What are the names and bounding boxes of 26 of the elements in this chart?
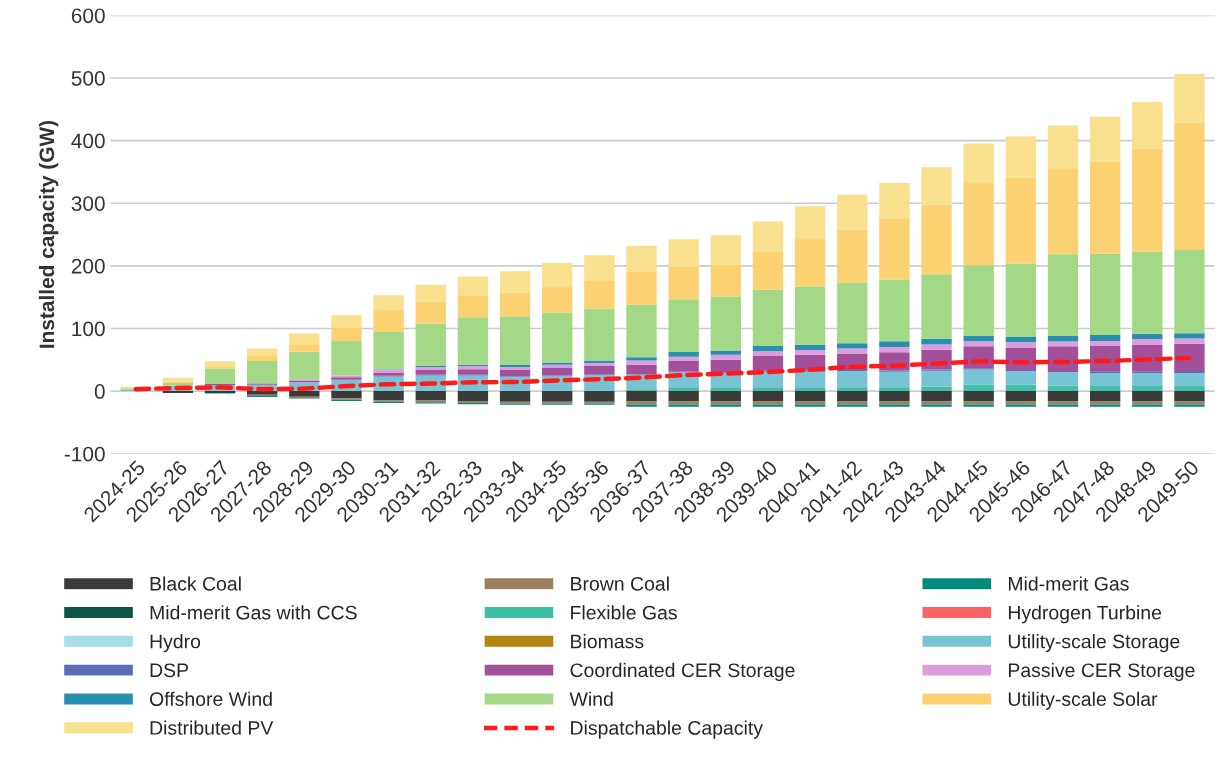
legend-label: Hydro — [150, 634, 201, 653]
legend-label: DSP — [150, 663, 189, 678]
y-tick-label: 300 — [71, 196, 105, 211]
legend-label: Biomass — [571, 634, 644, 649]
y-tick-label: 200 — [71, 258, 105, 274]
legend-label: Black Coal — [150, 576, 241, 591]
legend-label: Coordinated CER Storage — [570, 662, 795, 681]
legend-label: Utility-scale Solar — [1008, 691, 1158, 710]
y-tick-label: -100 — [64, 446, 105, 462]
legend-label: Hydrogen Turbine — [1008, 605, 1162, 624]
y-tick-label: 100 — [72, 321, 105, 337]
legend-label: Brown Coal — [571, 576, 669, 591]
legend-label: Offshore Wind — [149, 691, 272, 706]
legend-label: Mid-merit Gas — [1008, 576, 1129, 591]
legend-label: Dispatchable Capacity — [571, 720, 763, 739]
legend-label: Utility-scale Storage — [1008, 634, 1180, 653]
legend-label: Wind — [569, 691, 613, 706]
y-tick-label: 400 — [71, 133, 105, 149]
y-tick-label: 600 — [71, 8, 105, 24]
y-tick-label: 500 — [71, 71, 105, 86]
legend-label: Flexible Gas — [571, 605, 677, 620]
legend-label: Distributed PV — [150, 720, 274, 735]
y-axis-title: Installed capacity (GW) — [38, 120, 59, 348]
legend-label: Passive CER Storage — [1008, 662, 1195, 681]
legend-label: Mid-merit Gas with CCS — [150, 605, 357, 620]
y-tick-label: 0 — [94, 384, 105, 399]
